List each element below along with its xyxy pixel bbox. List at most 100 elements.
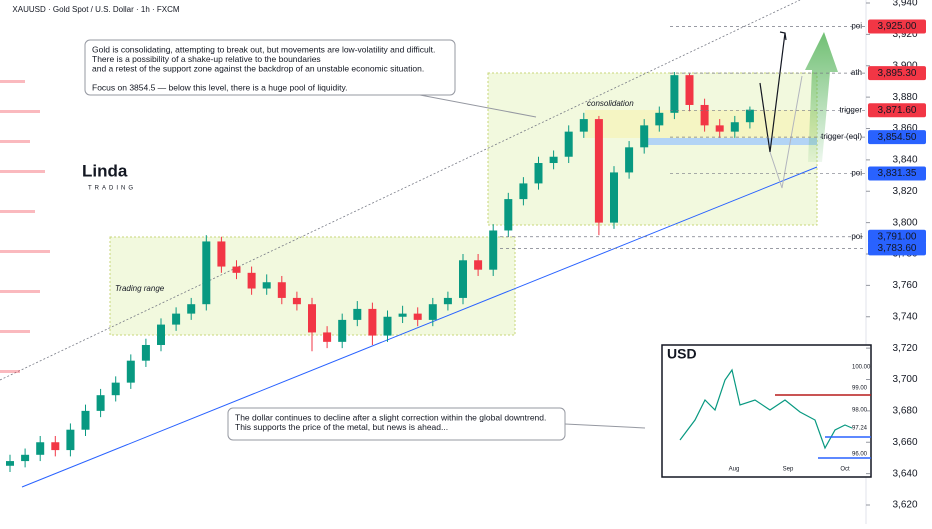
y-tick-label: 3,740 [892,311,917,322]
candle-body [96,395,105,411]
inset-frame [661,344,872,478]
y-tick-label: 3,720 [892,343,917,354]
candle-body [579,119,588,132]
candle-body [338,319,347,342]
candle-body [51,442,60,451]
candle-body [368,308,377,336]
note-pointer [419,94,537,118]
level-name: poi [851,232,862,241]
candle-body [126,360,135,383]
note-text: and a retest of the support zone against… [92,63,424,73]
liquidity-zone [643,138,817,145]
candle-body [323,332,332,342]
candle-body [534,163,543,184]
price-tag-label: 3,783.60 [878,243,917,254]
zone-label: consolidation [587,99,634,108]
candle-body [685,75,694,105]
candle-body [745,109,754,123]
arrow-head [779,31,787,41]
note-box [84,39,456,96]
candle-body [700,104,709,126]
candle-body [564,131,573,157]
candle-body [459,260,467,298]
forecast-arrow [805,32,838,162]
candle-body [625,147,634,173]
candle-body [383,316,392,336]
y-tick-label: 3,660 [892,437,917,448]
candle-body [36,442,45,455]
level-name: trigger [839,105,862,114]
candle-body [157,324,165,345]
y-tick-label: 3,640 [892,468,917,479]
candle-body [172,313,181,325]
price-tag [868,66,926,81]
candle-body [141,344,150,361]
inset-month: Oct [840,467,850,473]
candle-body [66,429,75,451]
note-text: There is a possibility of a shake-up rel… [92,54,321,64]
note-text: This supports the price of the metal, bu… [235,422,448,432]
y-tick-label: 3,760 [892,280,917,291]
candle-body [640,125,649,148]
logo: Linda [82,161,128,180]
candle-body [443,297,452,305]
alt-scenario-path [769,75,803,189]
level-name: poi [851,22,862,31]
y-tick-label: 3,620 [892,500,917,511]
inset-price-label: 96.00 [852,452,868,458]
candle-body [202,241,211,305]
price-tag [868,103,926,118]
candle-body [277,282,286,298]
inset-price-line [679,368,853,450]
consolidation-zone [487,72,818,226]
price-tag-label: 3,871.60 [878,105,917,116]
price-tag-label: 3,925.00 [878,21,917,32]
candle-body [217,241,226,267]
candle-body [428,304,437,320]
note-text: The dollar continues to decline after a … [235,412,546,422]
candle-body [111,382,120,396]
candle-body [232,266,241,273]
candle-body [262,282,271,289]
candle-body [610,172,618,223]
candle-body [489,230,498,270]
inset-price-label: 100.00 [852,365,871,371]
inset-title: USD [667,346,697,362]
inset-month: Aug [729,467,740,473]
chart-title: XAUUSD · Gold Spot / U.S. Dollar · 1h · … [12,5,179,14]
candle-body [670,75,679,113]
candle-body [474,260,483,270]
candle-body [730,122,739,132]
zone-label: Trading range [115,284,165,293]
candle-body [594,119,603,223]
candle-body [353,308,362,320]
candle-body [81,410,90,430]
y-tick-label: 3,840 [892,155,917,166]
y-tick-label: 3,880 [892,92,917,103]
price-tag [868,166,926,181]
price-tag [868,229,926,244]
candle-body [6,461,14,466]
candle-body [504,199,513,231]
y-tick-label: 3,920 [892,29,917,40]
inset-month: Sep [783,467,794,473]
candle-body [21,454,30,462]
candle-body [398,313,407,317]
price-tag-label: 3,854.50 [878,132,917,143]
y-tick-label: 3,700 [892,374,917,385]
y-tick-label: 3,900 [892,60,917,71]
candle-body [292,297,301,305]
price-tag-label: 3,895.30 [878,68,917,79]
volume-profile [0,80,50,373]
candle-body [655,112,664,126]
level-name: poi [851,169,862,178]
note-text: Gold is consolidating, attempting to bre… [92,44,435,54]
logo-sub: TRADING [88,186,136,192]
y-tick-label: 3,680 [892,406,917,417]
candle-body [187,304,196,314]
price-tag [868,19,926,34]
candle-body [247,272,256,289]
level-name: ath [851,68,862,77]
y-tick-label: 3,820 [892,186,917,197]
